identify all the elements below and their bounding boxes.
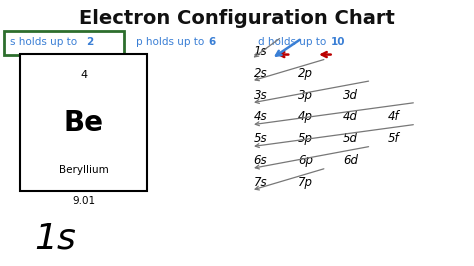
Text: 9.01: 9.01 <box>73 196 95 206</box>
Text: 5s: 5s <box>254 132 267 145</box>
Text: 6: 6 <box>209 37 216 47</box>
Text: 4d: 4d <box>343 110 358 123</box>
Text: 3d: 3d <box>343 89 358 102</box>
Text: 5p: 5p <box>298 132 313 145</box>
Text: Beryllium: Beryllium <box>59 165 109 174</box>
Text: 4: 4 <box>80 70 87 80</box>
Text: 4p: 4p <box>298 110 313 123</box>
Text: 7s: 7s <box>254 176 267 189</box>
FancyBboxPatch shape <box>20 54 147 191</box>
Text: 6p: 6p <box>298 154 313 167</box>
Text: 2s: 2s <box>254 67 267 80</box>
Text: s holds up to: s holds up to <box>10 37 80 47</box>
Text: 2p: 2p <box>298 67 313 80</box>
Text: 4s: 4s <box>254 110 267 123</box>
Text: 6s: 6s <box>254 154 267 167</box>
Text: 1s: 1s <box>35 221 76 255</box>
Text: p holds up to: p holds up to <box>136 37 207 47</box>
Text: 6d: 6d <box>343 154 358 167</box>
Text: d holds up to: d holds up to <box>258 37 330 47</box>
Text: 4f: 4f <box>388 110 400 123</box>
Text: 1s: 1s <box>254 45 267 58</box>
Text: 3s: 3s <box>254 89 267 102</box>
Text: 7p: 7p <box>298 176 313 189</box>
Text: 5f: 5f <box>388 132 400 145</box>
Text: Be: Be <box>64 109 104 137</box>
Text: Electron Configuration Chart: Electron Configuration Chart <box>79 9 395 28</box>
Text: 2: 2 <box>86 37 93 47</box>
FancyBboxPatch shape <box>4 31 124 55</box>
Text: 3p: 3p <box>298 89 313 102</box>
Text: 5d: 5d <box>343 132 358 145</box>
Text: 10: 10 <box>331 37 346 47</box>
